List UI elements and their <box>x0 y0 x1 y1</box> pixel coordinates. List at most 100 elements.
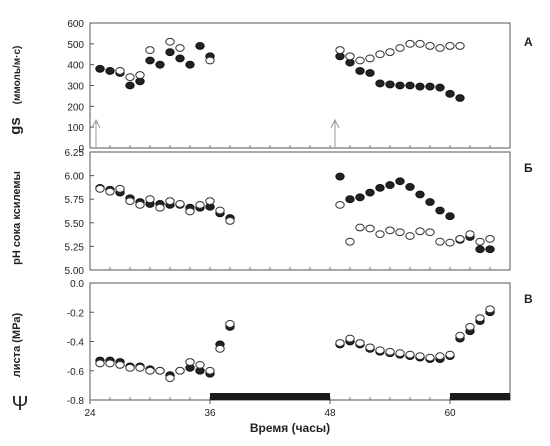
y-tick-label: -0.8 <box>67 396 85 407</box>
open-data-point <box>435 237 445 246</box>
open-data-point <box>355 339 365 347</box>
y-tick-label: 200 <box>67 102 84 113</box>
y-tick-label: 5.00 <box>65 266 85 277</box>
y-tick-label: 6.00 <box>65 172 85 183</box>
filled-data-point <box>125 81 135 90</box>
open-data-point <box>475 237 485 246</box>
open-data-point <box>345 334 355 343</box>
x-tick-label: 60 <box>444 408 456 419</box>
open-data-point <box>415 39 425 48</box>
open-data-point <box>485 305 495 314</box>
filled-data-point <box>365 188 375 197</box>
open-data-point <box>155 366 165 375</box>
open-data-point <box>365 224 375 233</box>
open-data-point <box>455 234 465 243</box>
plot-frame <box>89 151 511 271</box>
open-data-point <box>145 195 155 204</box>
open-data-point <box>395 228 405 237</box>
x-axis-title: Время (часы) <box>250 421 330 435</box>
filled-data-point <box>375 79 385 88</box>
ylabel-gs-unit: (ммоль/м·с) <box>12 46 23 105</box>
open-data-point <box>125 73 135 82</box>
open-data-point <box>125 197 135 205</box>
open-data-point <box>455 42 465 50</box>
open-data-point <box>485 234 495 243</box>
y-tick-label: 600 <box>67 19 84 30</box>
open-data-point <box>335 339 345 347</box>
y-tick-label: -0.2 <box>67 308 85 319</box>
open-data-point <box>155 203 165 212</box>
filled-data-point <box>405 183 415 191</box>
open-data-point <box>375 50 385 59</box>
open-data-point <box>365 54 375 63</box>
filled-data-point <box>435 206 445 215</box>
open-data-point <box>425 42 435 50</box>
open-data-point <box>145 366 155 375</box>
open-data-point <box>465 230 475 239</box>
panel-letter-c: В <box>524 292 533 306</box>
open-data-point <box>225 320 235 328</box>
open-data-point <box>175 200 185 208</box>
open-data-point <box>345 237 355 246</box>
open-data-point <box>165 197 175 205</box>
open-data-point <box>105 359 115 368</box>
open-data-point <box>375 346 385 355</box>
filled-data-point <box>355 67 365 75</box>
open-data-point <box>145 46 155 54</box>
open-data-point <box>345 52 355 61</box>
open-data-point <box>385 347 395 356</box>
filled-data-point <box>395 177 405 186</box>
open-data-point <box>475 314 485 323</box>
open-data-point <box>115 67 125 75</box>
filled-data-point <box>335 172 345 181</box>
filled-data-point <box>425 82 435 91</box>
open-data-point <box>95 359 105 368</box>
open-data-point <box>335 200 345 209</box>
open-data-point <box>175 366 185 375</box>
y-tick-label: -0.6 <box>67 367 85 378</box>
filled-data-point <box>155 60 165 69</box>
y-tick-label: 500 <box>67 40 84 51</box>
ylabel-leaf: листа (MPa) <box>11 312 23 377</box>
y-tick-label: 400 <box>67 61 84 72</box>
open-data-point <box>135 71 145 79</box>
open-data-point <box>335 46 345 54</box>
open-data-point <box>125 363 135 372</box>
open-data-point <box>205 366 215 375</box>
open-data-point <box>375 230 385 239</box>
open-data-point <box>135 363 145 372</box>
filled-data-point <box>385 181 395 189</box>
open-data-point <box>175 44 185 52</box>
filled-data-point <box>375 183 385 192</box>
open-data-point <box>225 217 235 225</box>
filled-data-point <box>385 80 395 89</box>
y-tick-label: 5.75 <box>65 195 85 206</box>
panel-letter-a: А <box>524 35 533 49</box>
filled-data-point <box>445 212 455 221</box>
filled-data-point <box>415 190 425 199</box>
filled-data-point <box>105 67 115 75</box>
open-data-point <box>185 207 195 216</box>
filled-data-point <box>95 64 105 73</box>
filled-data-point <box>455 94 465 102</box>
ylabel-gs-main: gs <box>7 117 24 135</box>
filled-data-point <box>485 245 495 254</box>
filled-data-point <box>165 48 175 57</box>
plot-frame <box>89 282 511 401</box>
open-data-point <box>415 352 425 361</box>
ylabel-psi-symbol: Ψ <box>12 393 29 415</box>
open-data-point <box>445 350 455 359</box>
open-data-point <box>405 232 415 240</box>
open-data-point <box>115 361 125 369</box>
arrow-marker <box>330 118 340 148</box>
filled-data-point <box>425 198 435 206</box>
open-data-point <box>395 349 405 358</box>
y-tick-label: 6.25 <box>65 148 85 159</box>
open-data-point <box>365 343 375 352</box>
filled-data-point <box>365 69 375 77</box>
y-tick-label: 5.25 <box>65 242 85 253</box>
open-data-point <box>185 358 195 366</box>
open-data-point <box>105 187 115 196</box>
open-data-point <box>205 197 215 205</box>
filled-data-point <box>345 195 355 204</box>
